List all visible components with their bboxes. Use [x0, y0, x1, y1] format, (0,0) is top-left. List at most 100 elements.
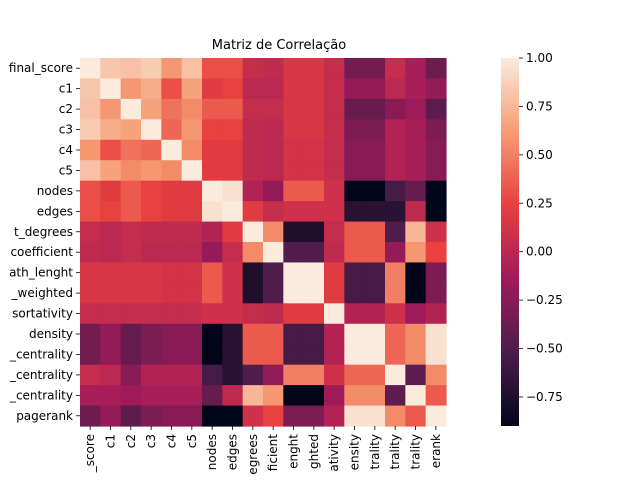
heatmap-cell [263, 242, 284, 264]
heatmap-cell [405, 282, 427, 304]
heatmap-cell [161, 139, 183, 161]
heatmap-cell [405, 344, 427, 366]
row-tick-label: sortativity [12, 307, 73, 321]
heatmap-cell [405, 385, 427, 407]
heatmap-cell [303, 139, 325, 161]
heatmap-cell [100, 262, 122, 284]
heatmap-cell [425, 323, 447, 345]
heatmap-cell [181, 242, 203, 264]
column-tick-label: c5 [185, 434, 199, 448]
heatmap-cell [344, 344, 366, 366]
row-tick-label: _centrality [9, 368, 73, 382]
heatmap-cell [222, 323, 244, 345]
heatmap-cell [242, 180, 264, 202]
heatmap-cell [324, 98, 345, 120]
heatmap-cell [303, 180, 325, 202]
heatmap-cell [344, 242, 366, 264]
heatmap-cell [364, 139, 386, 161]
heatmap-cell [181, 344, 203, 366]
heatmap-cell [303, 405, 325, 427]
heatmap-cell [405, 78, 427, 100]
heatmap-cell [161, 262, 183, 284]
heatmap-cell [364, 119, 386, 141]
heatmap-cell [80, 201, 101, 223]
heatmap-cell [161, 160, 183, 182]
heatmap-cell [141, 262, 162, 284]
heatmap-cell [242, 78, 264, 100]
heatmap-cell [181, 201, 203, 223]
heatmap-cell [161, 201, 183, 223]
heatmap-cell [202, 58, 223, 80]
heatmap-cell [181, 282, 203, 304]
heatmap-cell [385, 242, 406, 264]
heatmap-cell [100, 58, 122, 80]
heatmap-cell [344, 180, 366, 202]
heatmap-cell [120, 58, 142, 80]
heatmap-cell [263, 160, 284, 182]
heatmap-cell [120, 78, 142, 100]
heatmap-cell [222, 78, 244, 100]
row-tick-labels: final_score c1 c2 c3 c4 c5 nodes edges t_degrees… [9, 61, 80, 423]
heatmap-cell [100, 180, 122, 202]
heatmap-cell [364, 364, 386, 386]
heatmap-cell [141, 242, 162, 264]
heatmap-cell [202, 385, 223, 407]
heatmap-cell [324, 119, 345, 141]
row-tick-label: _weighted [11, 286, 73, 300]
heatmap-cell [242, 160, 264, 182]
heatmap-cell [364, 405, 386, 427]
heatmap-cell [344, 201, 366, 223]
heatmap-cell [263, 262, 284, 284]
heatmap-cell [425, 160, 447, 182]
heatmap-cell [344, 160, 366, 182]
heatmap-cell [80, 323, 101, 345]
heatmap-cell [100, 282, 122, 304]
heatmap-cell [202, 78, 223, 100]
heatmap-cell [80, 364, 101, 386]
heatmap-cell [324, 323, 345, 345]
heatmap-cell [425, 364, 447, 386]
heatmap-cell [364, 282, 386, 304]
heatmap-cell [263, 344, 284, 366]
heatmap-cell [141, 98, 162, 120]
heatmap-cell [120, 180, 142, 202]
heatmap-cell [141, 323, 162, 345]
heatmap-cell [141, 405, 162, 427]
heatmap-cell [283, 78, 305, 100]
column-tick-label: c4 [165, 434, 179, 448]
heatmap-cell [120, 98, 142, 120]
heatmap-cell [385, 160, 406, 182]
heatmap-cell [202, 98, 223, 120]
heatmap-cell [364, 303, 386, 325]
heatmap-cell [283, 180, 305, 202]
heatmap-cell [80, 221, 101, 243]
column-tick-label: c1 [104, 434, 118, 448]
heatmap-cell [202, 344, 223, 366]
column-tick-label: enght [287, 434, 301, 469]
heatmap-cell [263, 180, 284, 202]
heatmap-cell [242, 303, 264, 325]
heatmap-cell [181, 364, 203, 386]
heatmap-cell [181, 119, 203, 141]
heatmap-cell [80, 139, 101, 161]
heatmap-cell [385, 262, 406, 284]
heatmap-cell [364, 58, 386, 80]
heatmap-cell [303, 323, 325, 345]
heatmap-cell [283, 160, 305, 182]
heatmap-cell [161, 180, 183, 202]
heatmap-cell [80, 242, 101, 264]
heatmap-cell [222, 364, 244, 386]
heatmap-cell [120, 242, 142, 264]
heatmap-cell [405, 405, 427, 427]
colorbar-tick-label: 1.00 [526, 51, 553, 65]
heatmap-cell [364, 98, 386, 120]
column-tick-label: edges [226, 434, 240, 470]
heatmap-cell [222, 221, 244, 243]
heatmap-cell [100, 119, 122, 141]
row-tick-label: coefficient [10, 245, 73, 259]
heatmap-cell [181, 180, 203, 202]
heatmap-cell [344, 364, 366, 386]
row-tick-label: t_degrees [14, 225, 73, 239]
heatmap-cell [364, 221, 386, 243]
heatmap-cell [405, 139, 427, 161]
